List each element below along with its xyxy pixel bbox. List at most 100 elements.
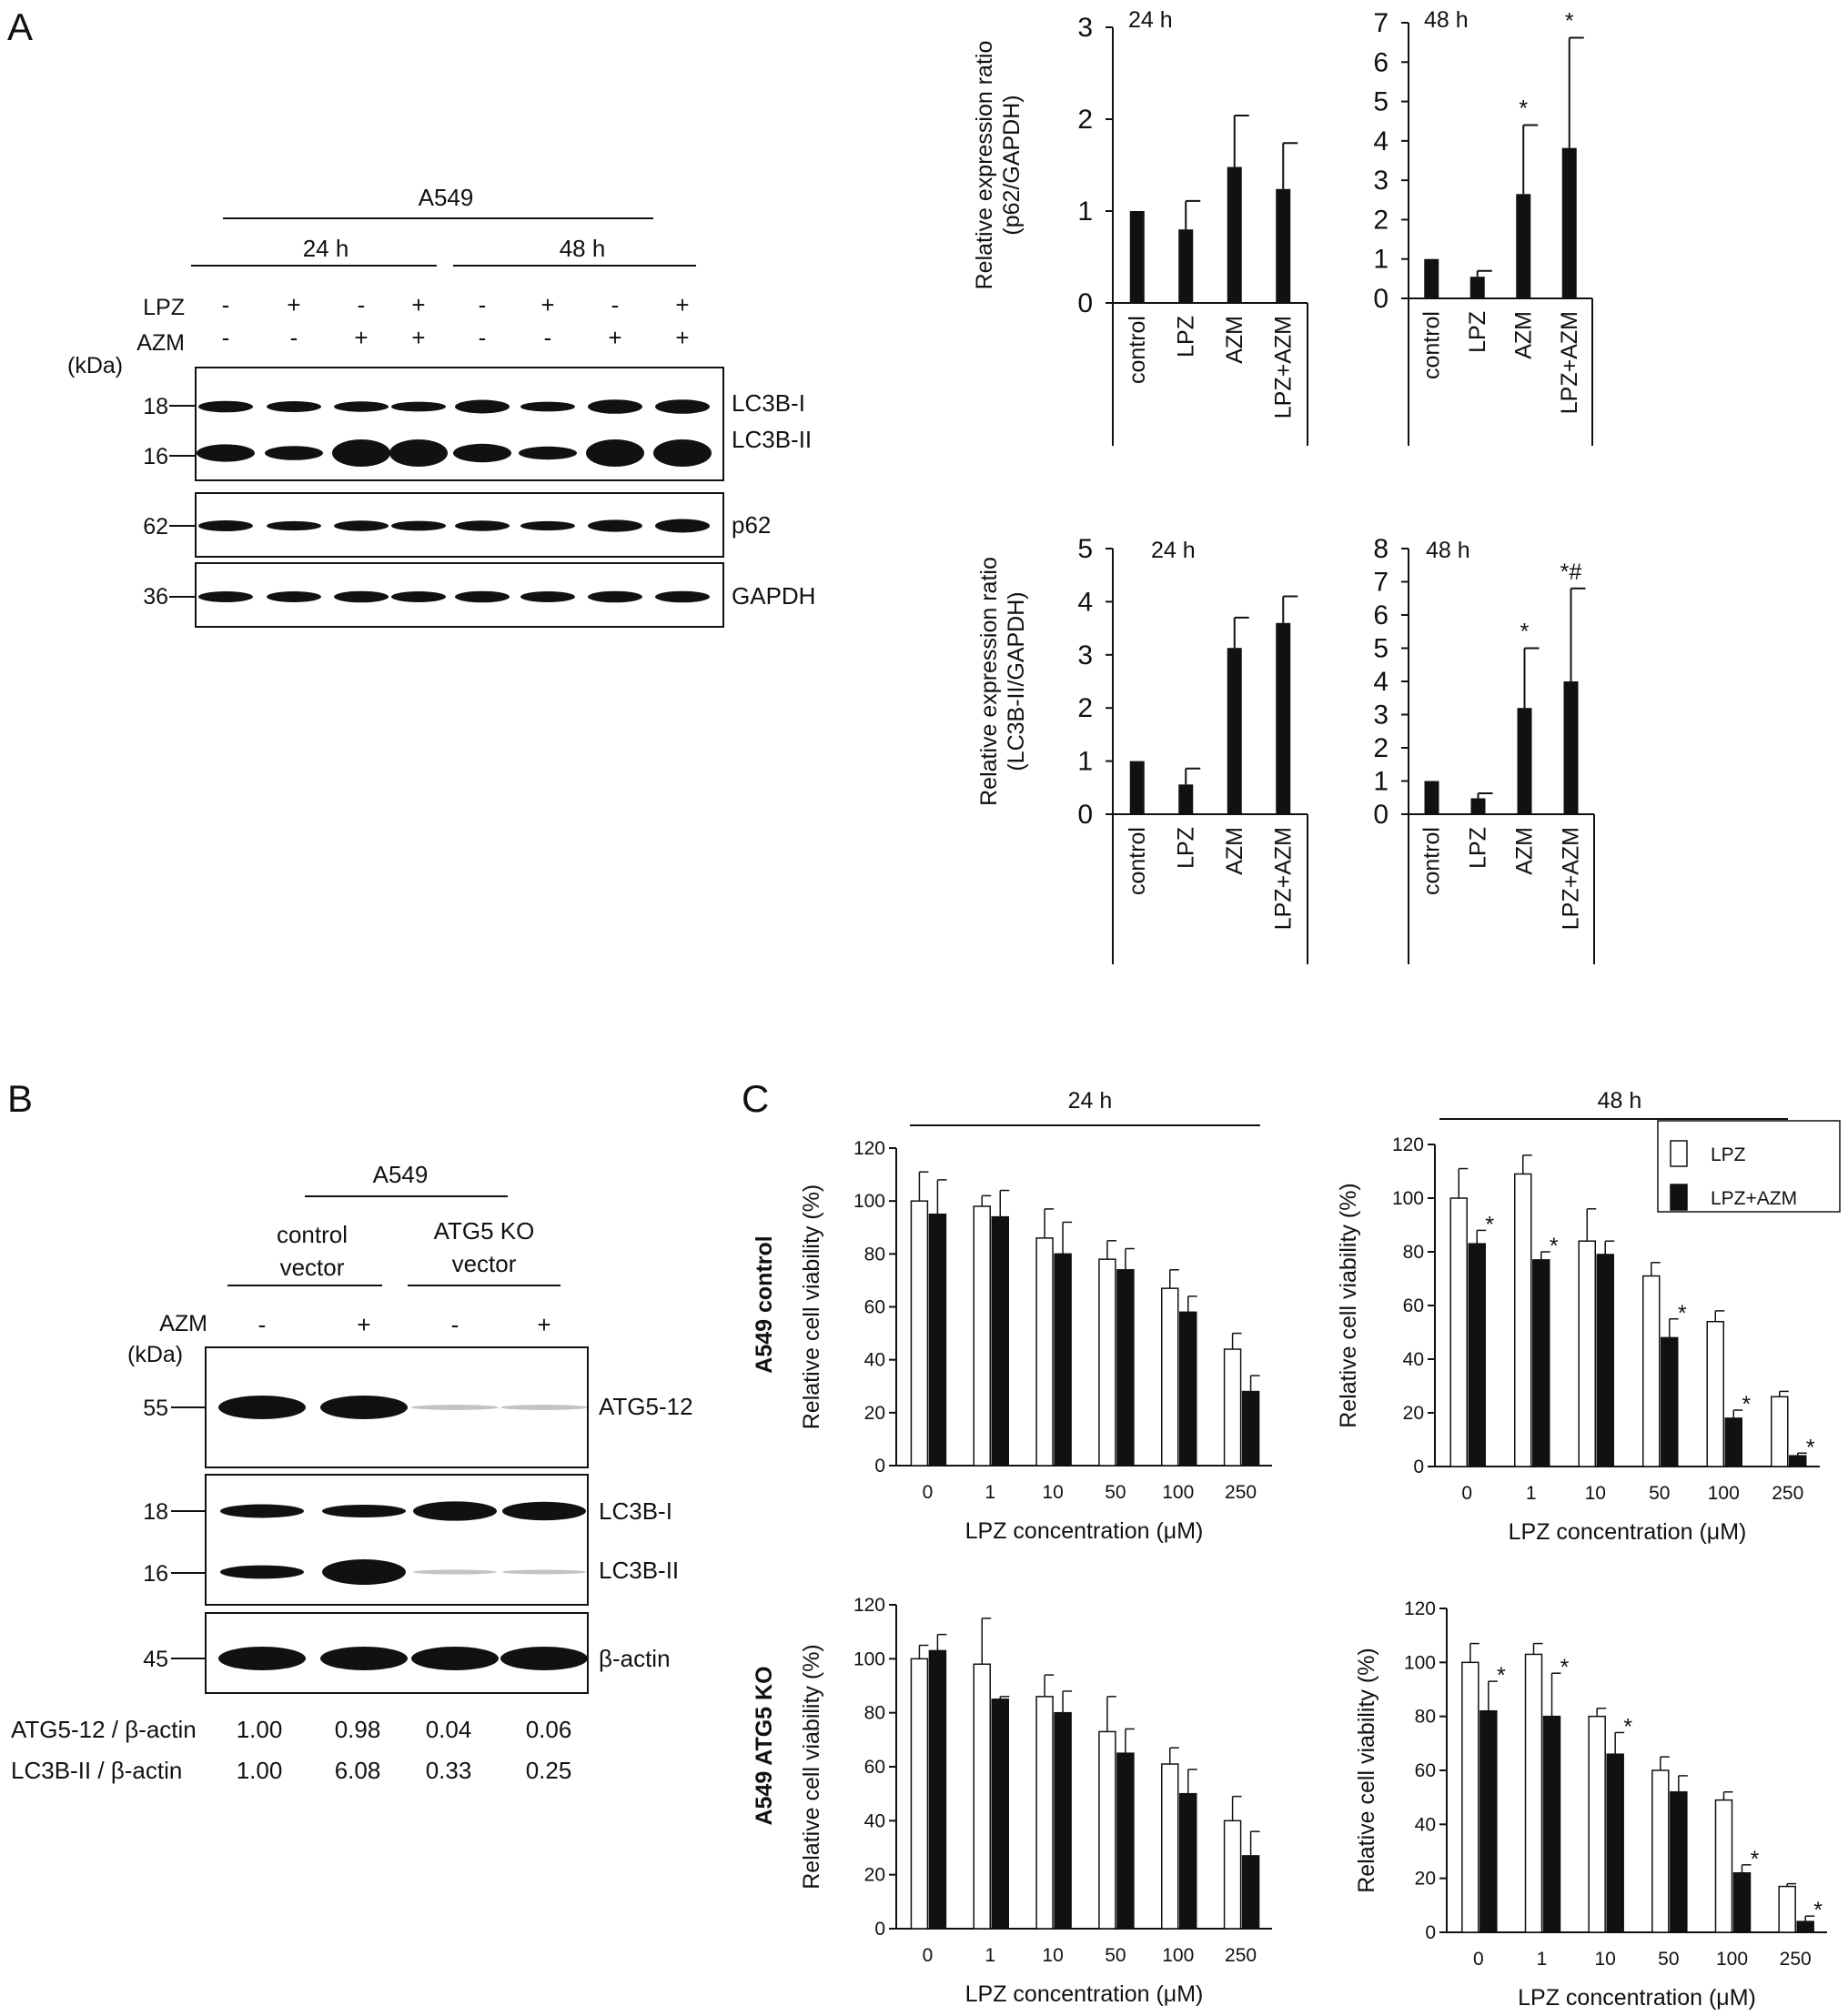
ratio-row-label: ATG5-12 / β-actin bbox=[11, 1716, 197, 1743]
blot-b-cell-line: A549 bbox=[373, 1161, 429, 1188]
y-tick-label: 2 bbox=[1077, 693, 1093, 723]
blot-b-azm-sign: + bbox=[357, 1311, 370, 1338]
blot-b-group-control-line2: vector bbox=[280, 1254, 345, 1281]
y-tick-label: 1 bbox=[1077, 747, 1093, 777]
bar bbox=[1178, 784, 1194, 814]
band-lc3b-ii bbox=[265, 446, 323, 460]
bar-LPZ bbox=[1642, 1275, 1661, 1467]
x-tick-label: 10 bbox=[1585, 1483, 1606, 1504]
bar-LPZ bbox=[1161, 1763, 1179, 1930]
bar-LPZ bbox=[1578, 1240, 1596, 1467]
y-tick-label: 20 bbox=[1415, 1869, 1436, 1890]
x-tick-label: 50 bbox=[1649, 1483, 1670, 1504]
bar-LPZ+AZM bbox=[1179, 1311, 1197, 1467]
significance-mark: * bbox=[1497, 1663, 1506, 1688]
bar bbox=[1129, 211, 1145, 303]
x-tick-label: control bbox=[1419, 827, 1445, 895]
y-tick-label: 4 bbox=[1077, 587, 1093, 617]
bar-LPZ+AZM bbox=[1479, 1709, 1498, 1933]
band-gapdh bbox=[267, 591, 321, 602]
x-tick-label: LPZ bbox=[1173, 827, 1198, 869]
x-tick-label: 250 bbox=[1772, 1483, 1803, 1504]
blot-a-bands bbox=[197, 399, 712, 603]
y-tick-label: 60 bbox=[864, 1757, 885, 1778]
blot-a-azm-sign: + bbox=[608, 324, 621, 351]
significance-mark: * bbox=[1678, 1301, 1687, 1326]
blot-b-group-control-line1: control bbox=[277, 1221, 348, 1248]
blot-a-time-24h: 24 h bbox=[303, 235, 349, 262]
x-tick-label: 100 bbox=[1162, 1482, 1194, 1503]
bar-LPZ+AZM bbox=[1789, 1455, 1807, 1467]
band-lc3b-i bbox=[267, 401, 321, 412]
band-gapdh bbox=[520, 591, 575, 602]
y-tick-label: 0 bbox=[1077, 288, 1093, 318]
blot-a-lpz-sign: - bbox=[358, 291, 366, 318]
x-tick-label: LPZ+AZM bbox=[1270, 316, 1296, 418]
bar-LPZ bbox=[1588, 1715, 1606, 1933]
significance-mark: * bbox=[1751, 1847, 1760, 1872]
legend-label: LPZ+AZM bbox=[1711, 1188, 1797, 1209]
ratio-value: 0.04 bbox=[426, 1716, 472, 1743]
blot-a-marker-18: 18 bbox=[143, 394, 168, 419]
bar-LPZ bbox=[910, 1658, 929, 1930]
legend-swatch bbox=[1670, 1140, 1688, 1167]
blot-b-band-lc3b-ii: LC3B-II bbox=[599, 1557, 679, 1584]
bar-LPZ+AZM bbox=[1116, 1269, 1135, 1467]
x-tick-label: LPZ+AZM bbox=[1557, 311, 1582, 414]
x-tick-label: 50 bbox=[1105, 1945, 1126, 1966]
band-lc3b-i bbox=[455, 399, 510, 414]
band-lc3b-i bbox=[322, 1504, 406, 1518]
band-beta-actin bbox=[320, 1647, 408, 1670]
bar-LPZ+AZM bbox=[1468, 1243, 1486, 1467]
x-tick-label: 100 bbox=[1708, 1483, 1740, 1504]
ratio-value: 0.25 bbox=[526, 1757, 572, 1784]
y-tick-label: 0 bbox=[1425, 1922, 1436, 1943]
band-lc3b-ii bbox=[502, 1569, 586, 1575]
y-axis-label: Relative expression ratio bbox=[972, 41, 997, 290]
significance-mark: *# bbox=[1560, 559, 1582, 585]
chart-title: 48 h bbox=[1426, 538, 1470, 563]
y-tick-label: 5 bbox=[1373, 87, 1389, 117]
band-lc3b-ii bbox=[413, 1569, 497, 1575]
x-axis-label: LPZ concentration (μM) bbox=[1518, 1985, 1756, 2011]
y-tick-label: 80 bbox=[1403, 1242, 1424, 1263]
y-tick-label: 60 bbox=[1415, 1760, 1436, 1781]
chart-p62-48h: 0 1 2 3 4 5 6 7 48 h control LPZ * AZM * LPZ+AZM bbox=[1373, 7, 1593, 446]
ratio-value: 1.00 bbox=[237, 1716, 283, 1743]
band-lc3b-i bbox=[334, 401, 389, 412]
bar-LPZ+AZM bbox=[1596, 1254, 1614, 1467]
x-tick-label: 10 bbox=[1042, 1945, 1063, 1966]
band-beta-actin bbox=[218, 1647, 306, 1670]
band-lc3b-ii bbox=[586, 439, 644, 467]
bar-LPZ bbox=[1714, 1799, 1733, 1933]
western-blot-b: A549 control vector ATG5 KO vector AZM -… bbox=[11, 1161, 693, 1784]
y-tick-label: 2 bbox=[1373, 205, 1389, 235]
band-atg5-12 bbox=[320, 1396, 408, 1419]
blot-b-group-ko-line2: vector bbox=[452, 1250, 517, 1277]
band-lc3b-ii bbox=[653, 439, 712, 467]
band-lc3b-ii bbox=[322, 1559, 406, 1585]
y-tick-label: 60 bbox=[864, 1297, 885, 1318]
x-tick-label: LPZ bbox=[1465, 311, 1490, 353]
bar bbox=[1227, 166, 1242, 303]
x-tick-label: 10 bbox=[1042, 1482, 1063, 1503]
y-tick-label: 80 bbox=[864, 1703, 885, 1724]
bar-LPZ+AZM bbox=[1241, 1855, 1260, 1930]
significance-mark: * bbox=[1742, 1392, 1751, 1417]
y-tick-label: 3 bbox=[1077, 13, 1093, 43]
y-tick-label: 3 bbox=[1077, 640, 1093, 670]
bar-LPZ bbox=[1035, 1696, 1054, 1930]
x-tick-label: 10 bbox=[1594, 1949, 1615, 1970]
bar-LPZ+AZM bbox=[1606, 1753, 1624, 1933]
band-lc3b-ii bbox=[332, 439, 390, 467]
band-gapdh bbox=[655, 590, 710, 603]
band-atg5-12 bbox=[218, 1396, 306, 1419]
blot-b-azm-sign: + bbox=[537, 1311, 550, 1338]
ratio-value: 0.98 bbox=[335, 1716, 381, 1743]
blot-a-azm-sign: - bbox=[544, 324, 552, 351]
bar-LPZ+AZM bbox=[991, 1215, 1009, 1467]
blot-b-marker-16: 16 bbox=[143, 1561, 168, 1587]
bar-LPZ bbox=[1461, 1661, 1479, 1933]
